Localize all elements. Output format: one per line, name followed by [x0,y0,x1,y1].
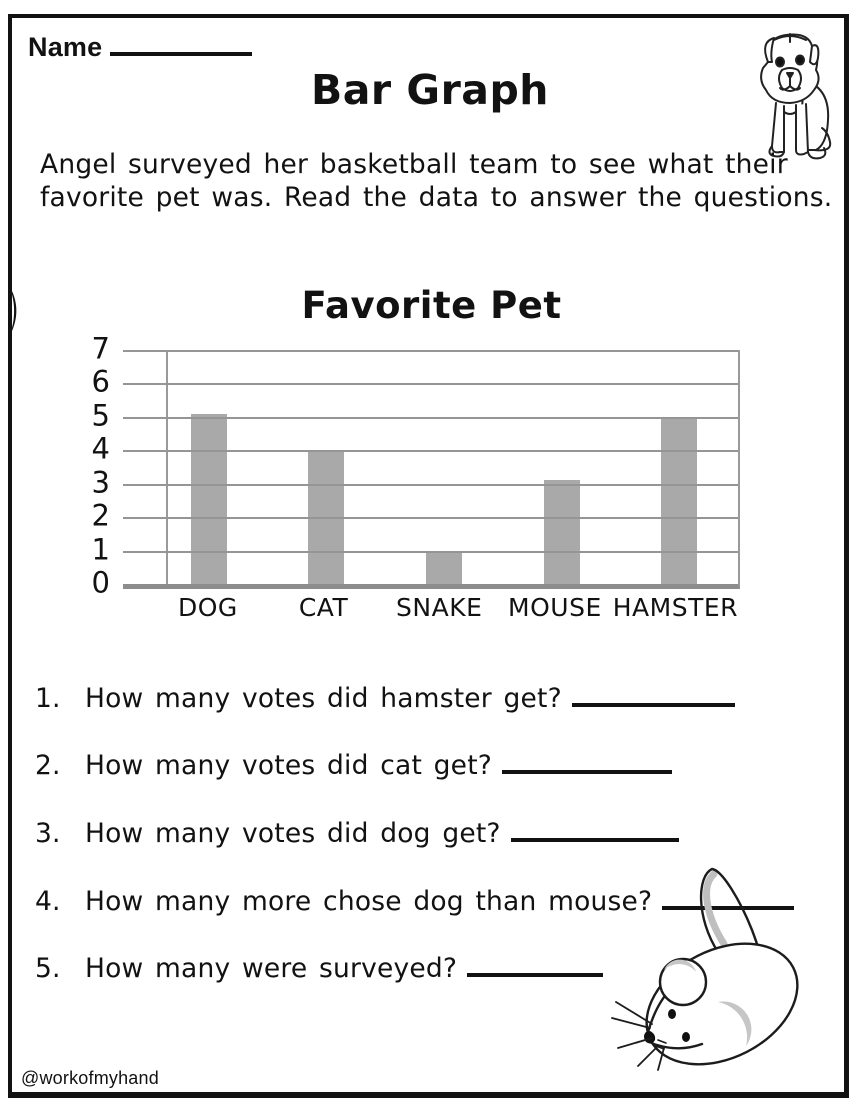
page-title: Bar Graph [311,66,549,114]
chart-gridline-4 [123,450,738,453]
chart-category-labels: DOG CAT SNAKE MOUSE HAMSTER [150,593,738,622]
category-label-cat: CAT [298,593,349,622]
mouse-illustration [600,856,812,1076]
question-text: How many were surveyed? [85,953,458,984]
name-row: Name [28,28,253,63]
category-label-snake: SNAKE [396,593,483,622]
answer-blank-1[interactable] [571,681,735,707]
chart-plot [123,350,740,589]
y-tick-label-1: 1 [91,532,110,567]
page-curl-artifact [6,284,26,342]
bar-column-snake [385,350,503,584]
question-row-2: 2. How many votes did cat get? [35,748,673,781]
question-number: 1. [35,683,61,714]
intro-line-1: Angel surveyed her basketball team to se… [40,149,788,180]
question-text: How many votes did hamster get? [85,683,562,714]
y-tick-label-4: 4 [91,431,110,466]
y-tick-label-3: 3 [91,465,110,500]
answer-blank-4[interactable] [662,884,795,910]
question-row-5: 5. How many were surveyed? [35,951,604,984]
answer-blank-3[interactable] [510,816,679,842]
footer-credit: @workofmyhand [21,1068,159,1088]
y-tick-label-2: 2 [91,498,110,533]
dog-icon [760,33,832,160]
question-text: How many votes did cat get? [85,750,493,781]
bar-dog [190,413,227,584]
intro-line-2: favorite pet was. Read the data to answe… [40,182,833,213]
y-tick-label-5: 5 [91,398,110,433]
answer-blank-5[interactable] [467,951,604,977]
chart-gridline-7 [123,350,738,352]
question-number: 2. [35,750,61,781]
name-answer-blank[interactable] [110,28,253,56]
y-tick-label-0: 0 [91,565,110,600]
name-label: Name [28,32,103,62]
bar-column-hamster [620,350,738,584]
question-row-4: 4. How many more chose dog than mouse? [35,884,795,917]
mouse-icon [611,867,799,1071]
chart-title: Favorite Pet [301,284,562,327]
chart-gridline-5 [123,416,738,419]
bar-column-dog [150,350,268,584]
bar-mouse [543,480,580,584]
answer-blank-2[interactable] [502,748,673,774]
y-tick-label-7: 7 [91,331,110,366]
category-label-hamster: HAMSTER [612,593,739,622]
y-tick-label-6: 6 [91,365,110,400]
question-text: How many more chose dog than mouse? [85,886,653,917]
category-label-dog: DOG [177,593,238,622]
question-row-3: 3. How many votes did dog get? [35,816,679,849]
question-row-1: 1. How many votes did hamster get? [35,681,735,714]
question-number: 5. [35,953,61,984]
chart-y-axis-line [166,350,168,584]
bar-column-mouse [503,350,621,584]
bar-snake [425,550,462,584]
chart-gridline-3 [123,483,738,486]
category-label-mouse: MOUSE [508,593,602,622]
question-text: How many votes did dog get? [85,818,501,849]
chart-gridline-6 [123,383,738,386]
dog-illustration [744,28,840,166]
chart-gridline-1 [123,550,738,553]
question-number: 3. [35,818,61,849]
intro-text: Angel surveyed her basketball team to se… [40,148,832,214]
chart-gridline-2 [123,517,738,520]
bar-hamster [661,416,698,584]
question-number: 4. [35,886,61,917]
